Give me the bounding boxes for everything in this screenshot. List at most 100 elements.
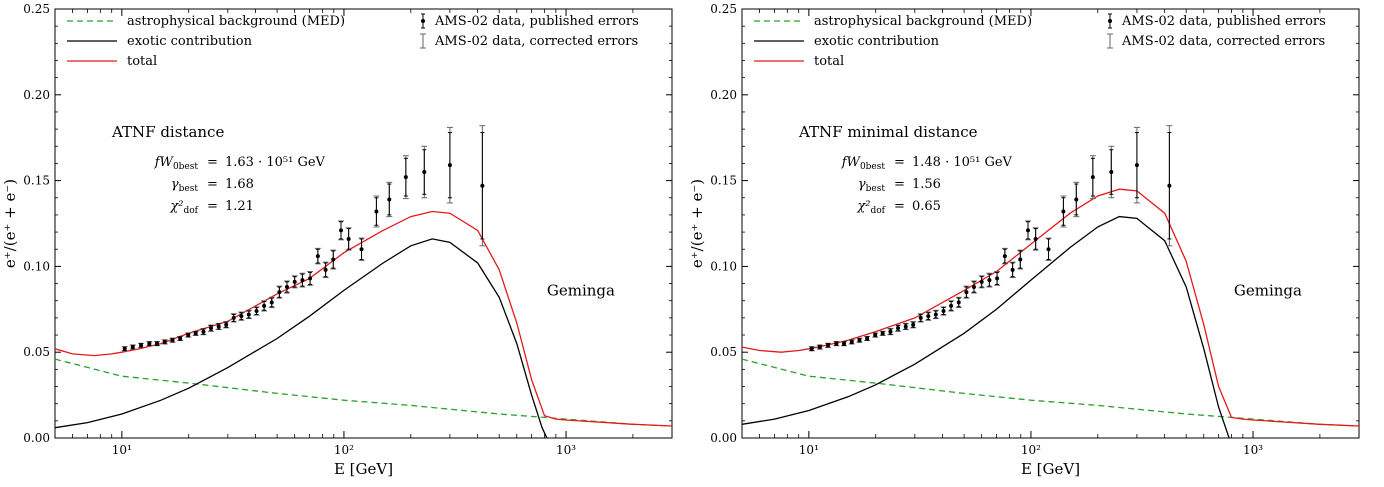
data-point (231, 315, 236, 320)
x-tick-label: 10² (334, 443, 354, 457)
y-axis-label: e⁺/(e⁺ + e⁻) (688, 179, 706, 268)
series-line-2 (742, 188, 1359, 427)
data-point (170, 338, 175, 343)
param-equals: = (207, 177, 218, 192)
data-point (809, 346, 814, 351)
param-equals: = (207, 155, 218, 170)
data-point (155, 341, 160, 346)
param-value-0: 1.63 · 10⁵¹ GeV (225, 155, 326, 170)
legend-label-0: astrophysical background (MED) (127, 14, 345, 29)
plot-frame (741, 8, 1360, 439)
param-symbol: fW (841, 155, 862, 170)
fit-annotation: ATNF distance fW0best = 1.63 · 10⁵¹ GeV γbes… (111, 123, 326, 216)
data-point (1109, 170, 1114, 175)
source-label: Geminga (1234, 282, 1302, 300)
data-point (277, 290, 282, 295)
data-points (121, 125, 486, 352)
param-name-1: γbest (858, 177, 885, 194)
param-value-2: 0.65 (912, 199, 941, 214)
data-point (315, 254, 320, 259)
param-equals: = (894, 155, 905, 170)
data-point (826, 343, 831, 348)
data-point (269, 300, 274, 305)
param-name-2: χ²dof (856, 199, 885, 216)
y-tick-label: 0.05 (710, 345, 737, 359)
data-point (987, 278, 992, 283)
data-point (956, 300, 961, 305)
curves (55, 210, 672, 438)
legend-left: astrophysical background (MED) exotic con… (67, 14, 345, 69)
series-line-2 (55, 210, 672, 427)
param-value-1: 1.56 (912, 177, 941, 192)
data-point (178, 336, 183, 341)
param-name-0: fW0best (154, 155, 199, 172)
legend-label-right-1: AMS-02 data, corrected errors (1121, 34, 1325, 49)
data-point (403, 175, 408, 180)
param-equals: = (894, 199, 905, 214)
data-points (808, 125, 1173, 352)
chart-panel-2: 0.00 0.05 0.10 0.15 0.20 0.25 10¹ 10² 10³ E [GeV]… (688, 2, 1360, 478)
data-point (239, 314, 244, 319)
legend-label-right-0: AMS-02 data, published errors (434, 14, 639, 29)
data-point (374, 209, 379, 214)
annotation-title: ATNF minimal distance (798, 123, 978, 141)
data-point (1074, 197, 1079, 202)
y-tick-label: 0.15 (23, 174, 50, 188)
data-point (139, 343, 144, 348)
series-line-0 (742, 358, 1359, 427)
data-point (979, 279, 984, 284)
y-tick-label: 0.20 (23, 88, 50, 102)
data-point (186, 333, 191, 338)
param-name-1: γbest (171, 177, 198, 194)
data-point (1090, 175, 1095, 180)
data-point (254, 309, 259, 314)
y-tick-label: 0.20 (710, 88, 737, 102)
series-line-1 (742, 215, 1230, 438)
data-point (201, 329, 206, 334)
data-point (933, 312, 938, 317)
legend-left: astrophysical background (MED) exotic con… (754, 14, 1032, 69)
data-point (130, 345, 135, 350)
data-point (857, 338, 862, 343)
data-point (122, 346, 127, 351)
legend-right: AMS-02 data, published errors AMS-02 data… (1107, 13, 1326, 49)
data-point (926, 314, 931, 319)
data-point (1167, 183, 1172, 188)
data-point (262, 303, 267, 308)
x-axis-label: E [GeV] (334, 460, 393, 478)
param-subscript: dof (183, 206, 198, 216)
data-point (849, 339, 854, 344)
param-symbol: χ² (856, 199, 870, 214)
legend-marker-point (421, 19, 425, 23)
data-point (1033, 236, 1038, 241)
legend-right: AMS-02 data, published errors AMS-02 data… (420, 13, 639, 49)
data-point (246, 312, 251, 317)
data-point (995, 276, 1000, 281)
data-point (888, 329, 893, 334)
param-name-2: χ²dof (169, 199, 198, 216)
data-point (147, 341, 152, 346)
y-tick-label: 0.15 (710, 174, 737, 188)
param-symbol: χ² (169, 199, 183, 214)
data-point (964, 290, 969, 295)
legend-marker-point (1108, 19, 1112, 23)
data-point (323, 267, 328, 272)
legend-label-right-1: AMS-02 data, corrected errors (434, 34, 638, 49)
fit-annotation: ATNF minimal distance fW0best = 1.48 · 10⁵¹… (798, 123, 1013, 216)
legend-label-right-0: AMS-02 data, published errors (1121, 14, 1326, 29)
data-point (422, 170, 427, 175)
data-point (918, 315, 923, 320)
data-point (480, 183, 485, 188)
x-tick-label: 10¹ (799, 443, 819, 457)
data-point (1026, 228, 1031, 233)
source-label: Geminga (547, 282, 615, 300)
data-point (193, 331, 198, 336)
param-value-0: 1.48 · 10⁵¹ GeV (912, 155, 1013, 170)
data-point (339, 228, 344, 233)
legend-label-2: total (814, 54, 844, 69)
data-point (346, 236, 351, 241)
data-point (896, 326, 901, 331)
param-symbol: fW (154, 155, 175, 170)
param-subscript: dof (870, 206, 885, 216)
